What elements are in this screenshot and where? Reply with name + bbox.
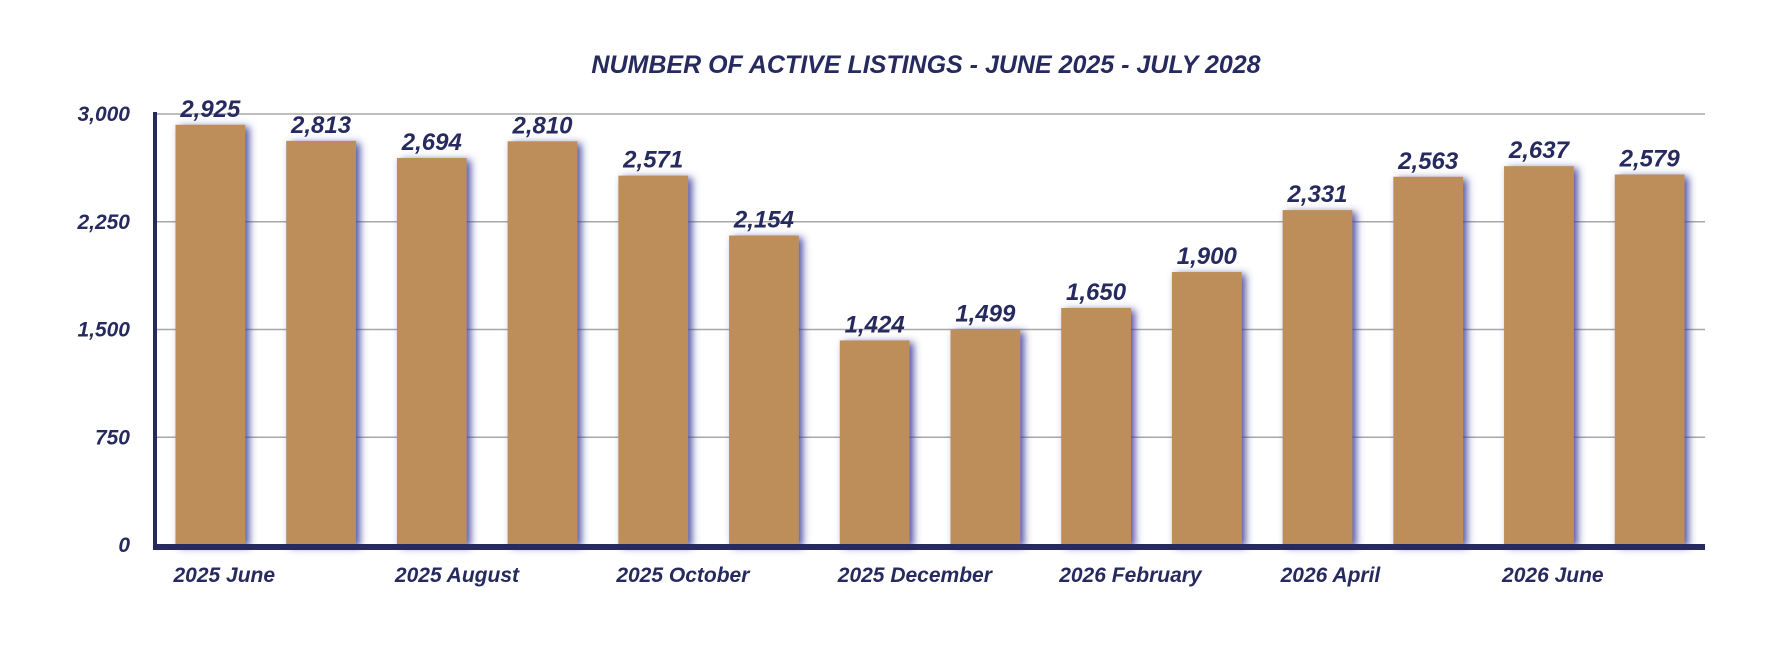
bar (1393, 176, 1464, 545)
bar-value-label: 2,694 (401, 129, 462, 156)
bar (1171, 272, 1242, 545)
x-tick-label: 2026 April (1280, 564, 1382, 587)
bar-value-label: 2,571 (622, 147, 683, 174)
bar (507, 141, 578, 545)
bar-value-label: 2,563 (1397, 148, 1459, 175)
bar (396, 157, 467, 545)
bar (729, 235, 799, 546)
bar (286, 140, 356, 545)
x-tick-label: 2025 December (837, 564, 994, 587)
x-tick-label: 2026 February (1058, 564, 1203, 587)
y-tick-label: 0 (118, 534, 130, 557)
y-tick-label: 1,500 (77, 319, 130, 342)
bar-value-label: 2,637 (1508, 137, 1571, 164)
bar (1061, 307, 1131, 545)
bar-value-label: 1,650 (1066, 279, 1127, 306)
bar-value-label: 2,579 (1619, 145, 1681, 172)
bar (1504, 166, 1574, 545)
y-tick-label: 2,250 (76, 211, 130, 234)
bar-value-label: 2,154 (733, 207, 794, 234)
bar-value-label: 2,813 (290, 112, 352, 139)
bar (618, 175, 689, 545)
x-tick-label: 2025 June (172, 564, 275, 587)
bar-value-label: 2,925 (179, 96, 241, 123)
bar (1282, 210, 1353, 545)
bar-value-label: 1,900 (1177, 243, 1238, 270)
bar (839, 340, 910, 545)
y-tick-label: 750 (95, 426, 130, 449)
bar (175, 124, 246, 546)
bar (1614, 174, 1685, 545)
bar-value-label: 1,499 (955, 301, 1016, 328)
bar-value-label: 1,424 (845, 311, 905, 338)
bar-value-label: 2,810 (511, 112, 573, 139)
x-tick-label: 2025 October (615, 564, 751, 587)
chart-title: NUMBER OF ACTIVE LISTINGS - JUNE 2025 - … (591, 51, 1260, 79)
bar-value-label: 2,331 (1286, 181, 1347, 208)
x-tick-label: 2026 June (1501, 564, 1604, 587)
x-tick-label: 2025 August (394, 564, 520, 587)
y-tick-label: 3,000 (77, 103, 130, 126)
bar (950, 329, 1021, 545)
